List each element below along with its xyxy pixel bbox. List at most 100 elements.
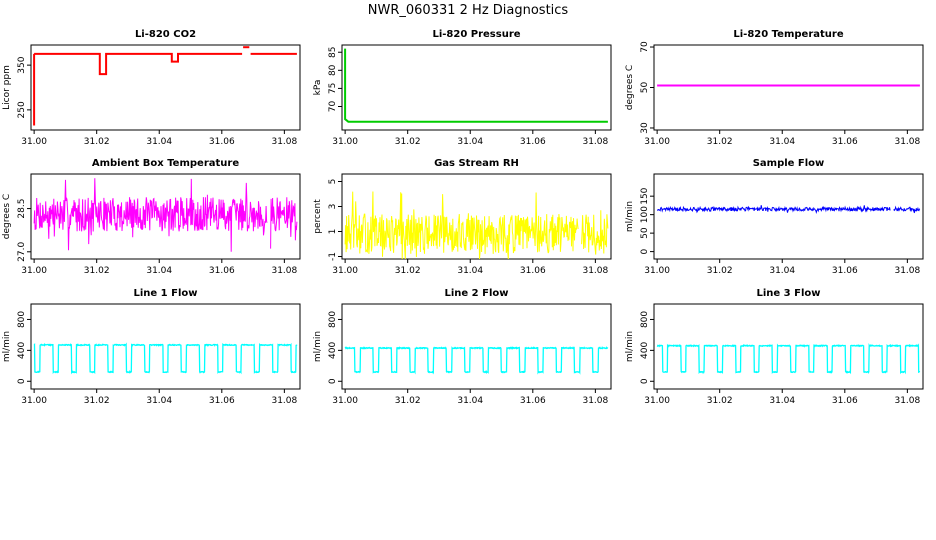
plot-frame xyxy=(341,303,612,390)
x-tick-label: 31.08 xyxy=(582,266,608,276)
y-tick-label: 28.5 xyxy=(17,199,27,219)
y-tick-label: 150 xyxy=(640,187,650,204)
x-tick-label: 31.08 xyxy=(894,396,920,406)
plot-frame xyxy=(30,303,301,390)
panel-line3: Line 3 Flow ml/min 31.00 31.02 31.04 31.06 31.… xyxy=(625,288,924,406)
y-tick-label: 400 xyxy=(328,342,338,359)
y-axis-label: kPa xyxy=(313,80,323,96)
panel-line1: Line 1 Flow ml/min 31.00 31.02 31.04 31.06 31.… xyxy=(2,288,301,406)
x-tick-label: 31.02 xyxy=(707,137,733,147)
y-tick-label: 800 xyxy=(17,311,27,328)
data-line xyxy=(893,205,921,214)
panel-rh: Gas Stream RH percent 31.00 31.02 31.04 31.06… xyxy=(313,158,612,276)
chart-panels: Li-820 CO2 Licor ppm 31.00 31.02 31.04 31.06 3… xyxy=(2,29,924,406)
x-tick-label: 31.06 xyxy=(520,266,546,276)
y-tick-label: 1 xyxy=(328,229,338,235)
x-tick-label: 31.06 xyxy=(832,137,858,147)
y-tick-label: 75 xyxy=(328,83,338,94)
series-sampleflow xyxy=(657,205,921,215)
y-tick-label: 70 xyxy=(640,41,650,53)
y-tick-label: 400 xyxy=(640,342,650,359)
y-axis-label: degrees C xyxy=(625,65,635,110)
plot-frame xyxy=(653,44,924,131)
panel-title: Li-820 Pressure xyxy=(432,29,520,40)
y-axis-label: percent xyxy=(313,199,323,234)
plot-frame xyxy=(653,173,924,260)
data-line xyxy=(344,191,579,260)
series-pressure xyxy=(344,48,608,123)
panel-pressure: Li-820 Pressure kPa 31.00 31.02 31.04 31.06 31… xyxy=(313,29,612,147)
panel-title: Line 1 Flow xyxy=(134,288,198,299)
x-tick-label: 31.04 xyxy=(457,396,483,406)
x-tick-label: 31.04 xyxy=(457,266,483,276)
x-tick-label: 31.02 xyxy=(84,266,110,276)
x-tick-label: 31.08 xyxy=(894,266,920,276)
y-tick-label: 250 xyxy=(17,101,27,118)
y-axis-label: ml/min xyxy=(313,331,323,362)
x-tick-label: 31.06 xyxy=(832,396,858,406)
series-line2 xyxy=(344,346,609,375)
y-tick-label: 70 xyxy=(328,100,338,112)
x-tick-label: 31.06 xyxy=(209,266,235,276)
panel-title: Line 3 Flow xyxy=(757,288,821,299)
y-axis-label: Licor ppm xyxy=(2,65,12,110)
data-line xyxy=(270,197,298,249)
panel-title: Li-820 Temperature xyxy=(733,29,843,40)
panel-title: Gas Stream RH xyxy=(434,158,519,169)
x-tick-label: 31.06 xyxy=(209,396,235,406)
y-tick-label: 50 xyxy=(640,227,650,239)
y-tick-label: -1 xyxy=(328,252,338,261)
data-line xyxy=(33,178,268,252)
panel-boxtemp: Ambient Box Temperature degrees C 31.00 31.… xyxy=(2,158,301,276)
x-tick-label: 31.02 xyxy=(395,396,421,406)
panel-title: Sample Flow xyxy=(753,158,825,169)
y-tick-label: 5 xyxy=(328,179,338,185)
y-axis-label: ml/min xyxy=(2,331,12,362)
x-tick-label: 31.00 xyxy=(21,396,47,406)
y-tick-label: 0 xyxy=(640,378,650,384)
series-rh xyxy=(344,191,609,260)
x-tick-label: 31.08 xyxy=(894,137,920,147)
x-tick-label: 31.04 xyxy=(146,266,172,276)
x-tick-label: 31.06 xyxy=(520,137,546,147)
x-tick-label: 31.00 xyxy=(21,266,47,276)
x-tick-label: 31.00 xyxy=(21,137,47,147)
series-co2 xyxy=(33,46,297,126)
y-tick-label: 0 xyxy=(328,378,338,384)
y-tick-label: 50 xyxy=(640,82,650,94)
y-tick-label: 800 xyxy=(328,311,338,328)
x-tick-label: 31.04 xyxy=(769,266,795,276)
x-tick-label: 31.00 xyxy=(332,396,358,406)
x-tick-label: 31.02 xyxy=(395,137,421,147)
plot-frame xyxy=(653,303,924,390)
y-tick-label: 800 xyxy=(640,311,650,328)
y-tick-label: 3 xyxy=(328,204,338,210)
panel-temperature: Li-820 Temperature degrees C 31.00 31.02 31.… xyxy=(625,29,924,147)
data-line xyxy=(344,346,609,375)
series-line3 xyxy=(656,343,921,375)
panel-co2: Li-820 CO2 Licor ppm 31.00 31.02 31.04 31.06 3… xyxy=(2,29,301,147)
y-tick-label: 0 xyxy=(640,248,650,254)
x-tick-label: 31.08 xyxy=(582,137,608,147)
x-tick-label: 31.00 xyxy=(644,396,670,406)
x-tick-label: 31.06 xyxy=(520,396,546,406)
x-tick-label: 31.04 xyxy=(146,396,172,406)
series-line1 xyxy=(33,342,298,375)
panel-title: Line 2 Flow xyxy=(445,288,509,299)
x-tick-label: 31.00 xyxy=(644,266,670,276)
y-tick-label: 400 xyxy=(17,342,27,359)
plot-frame xyxy=(30,173,301,260)
x-tick-label: 31.04 xyxy=(457,137,483,147)
figure-title: NWR_060331 2 Hz Diagnostics xyxy=(368,3,569,18)
y-tick-label: 100 xyxy=(640,206,650,223)
y-axis-label: degrees C xyxy=(2,194,12,239)
y-tick-label: 27.0 xyxy=(17,242,27,262)
panel-title: Ambient Box Temperature xyxy=(92,158,239,169)
x-tick-label: 31.06 xyxy=(209,137,235,147)
data-line xyxy=(344,48,608,123)
x-tick-label: 31.08 xyxy=(582,396,608,406)
data-line xyxy=(656,343,921,375)
x-tick-label: 31.02 xyxy=(707,396,733,406)
x-tick-label: 31.08 xyxy=(271,266,297,276)
x-tick-label: 31.02 xyxy=(707,266,733,276)
